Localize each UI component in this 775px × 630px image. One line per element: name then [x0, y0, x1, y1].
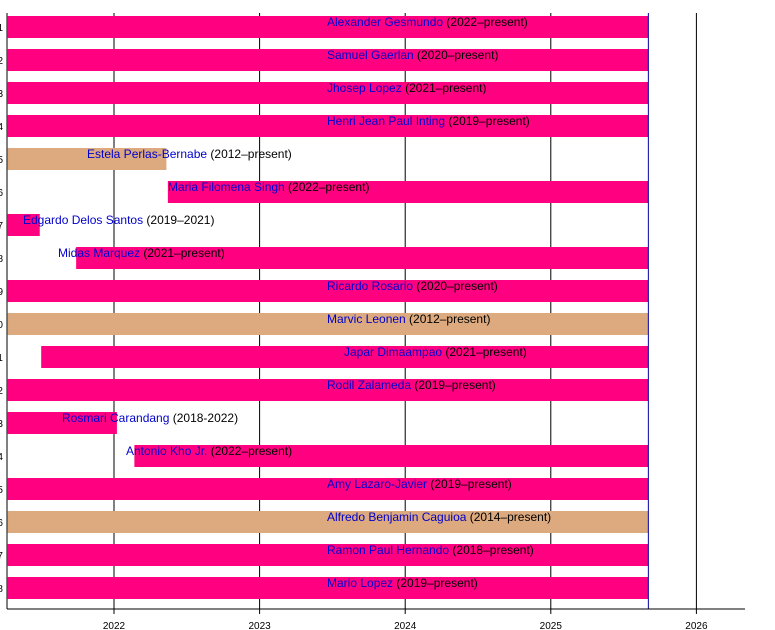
tenure-bar	[7, 115, 649, 137]
tenure-years: (2019–present)	[393, 576, 478, 590]
row-label: 10	[0, 320, 3, 331]
x-tick-label: 2026	[685, 621, 708, 630]
row-label: 17	[0, 551, 3, 562]
row-label: 16	[0, 518, 3, 529]
justice-name[interactable]: Maria Filomena Singh	[168, 180, 285, 194]
row-label: 11	[0, 353, 3, 364]
tenure-years: (2018–present)	[449, 543, 534, 557]
justice-name[interactable]: Marvic Leonen	[327, 312, 406, 326]
bar-label: Rodil Zalameda (2019–present)	[327, 378, 496, 392]
bar-label: Rosmari Carandang (2018-2022)	[62, 411, 238, 425]
row-label: 18	[0, 584, 3, 595]
tenure-years: (2019–present)	[411, 378, 496, 392]
tenure-bar	[7, 478, 649, 500]
tenure-bar	[7, 49, 649, 71]
tenure-bar	[167, 181, 649, 203]
tenure-years: (2022–present)	[207, 444, 292, 458]
row-label: 1	[0, 23, 3, 34]
tenure-years: (2022–present)	[443, 15, 528, 29]
justice-name[interactable]: Japar Dimaampao	[344, 345, 442, 359]
bar-label: Henri Jean Paul Inting (2019–present)	[327, 114, 530, 128]
justice-name[interactable]: Rosmari Carandang	[62, 411, 169, 425]
justice-name[interactable]: Edgardo Delos Santos	[23, 213, 143, 227]
bar-label: Mario Lopez (2019–present)	[327, 576, 478, 590]
row-label: 6	[0, 188, 3, 199]
row-label: 2	[0, 56, 3, 67]
bar-label: Ricardo Rosario (2020–present)	[327, 279, 498, 293]
justice-name[interactable]: Alexander Gesmundo	[327, 15, 443, 29]
row-label: 3	[0, 89, 3, 100]
bar-label: Alfredo Benjamin Caguioa (2014–present)	[327, 510, 551, 524]
tenure-years: (2022–present)	[285, 180, 370, 194]
row-label: 8	[0, 254, 3, 265]
tenure-bar	[7, 577, 649, 599]
justice-name[interactable]: Rodil Zalameda	[327, 378, 411, 392]
tenure-years: (2019–present)	[427, 477, 512, 491]
bar-label: Edgardo Delos Santos (2019–2021)	[23, 213, 214, 227]
justice-name[interactable]: Samuel Gaerlan	[327, 48, 414, 62]
tenure-bar	[7, 313, 649, 335]
x-tick-label: 2024	[394, 621, 417, 630]
row-label: 9	[0, 287, 3, 298]
row-label: 4	[0, 122, 3, 133]
x-tick-label: 2022	[103, 621, 126, 630]
bar-label: Maria Filomena Singh (2022–present)	[168, 180, 369, 194]
row-label: 12	[0, 386, 3, 397]
justice-name[interactable]: Amy Lazaro-Javier	[327, 477, 427, 491]
justice-name[interactable]: Ricardo Rosario	[327, 279, 413, 293]
justice-name[interactable]: Henri Jean Paul Inting	[327, 114, 445, 128]
row-label: 15	[0, 485, 3, 496]
x-tick-label: 2023	[248, 621, 271, 630]
row-label: 13	[0, 419, 3, 430]
tenure-years: (2018-2022)	[169, 411, 238, 425]
tenure-bar	[7, 214, 40, 236]
justice-name[interactable]: Mario Lopez	[327, 576, 393, 590]
justice-name[interactable]: Jhosep Lopez	[327, 81, 402, 95]
tenure-years: (2021–present)	[442, 345, 527, 359]
bar-label: Estela Perlas-Bernabe (2012–present)	[87, 147, 292, 161]
justice-name[interactable]: Antonio Kho Jr.	[126, 444, 207, 458]
justice-name[interactable]: Ramon Paul Hernando	[327, 543, 449, 557]
bar-label: Antonio Kho Jr. (2022–present)	[126, 444, 292, 458]
x-tick-label: 2025	[540, 621, 563, 630]
tenure-bar	[7, 148, 167, 170]
tenure-bar	[7, 280, 649, 302]
bar-label: Samuel Gaerlan (2020–present)	[327, 48, 498, 62]
tenure-bar	[76, 247, 649, 269]
tenure-years: (2012–present)	[207, 147, 292, 161]
bar-label: Ramon Paul Hernando (2018–present)	[327, 543, 534, 557]
tenure-bar	[7, 16, 649, 38]
tenure-bar	[7, 412, 117, 434]
row-label: 14	[0, 452, 3, 463]
tenure-years: (2020–present)	[414, 48, 499, 62]
tenure-bar	[7, 379, 649, 401]
tenure-bar	[41, 346, 649, 368]
tenure-years: (2020–present)	[413, 279, 498, 293]
bar-label: Midas Marquez (2021–present)	[58, 246, 225, 260]
tenure-years: (2021–present)	[402, 81, 487, 95]
tenure-years: (2019–present)	[445, 114, 530, 128]
bar-label: Japar Dimaampao (2021–present)	[344, 345, 527, 359]
tenure-years: (2012–present)	[406, 312, 491, 326]
tenure-years: (2019–2021)	[143, 213, 214, 227]
tenure-years: (2014–present)	[466, 510, 551, 524]
tenure-bar	[7, 544, 649, 566]
bar-label: Amy Lazaro-Javier (2019–present)	[327, 477, 512, 491]
row-label: 7	[0, 221, 3, 232]
bar-label: Marvic Leonen (2012–present)	[327, 312, 490, 326]
tenure-bar	[7, 511, 649, 533]
tenure-bar	[7, 82, 649, 104]
bar-label: Alexander Gesmundo (2022–present)	[327, 15, 528, 29]
tenure-bar	[134, 445, 649, 467]
justice-name[interactable]: Estela Perlas-Bernabe	[87, 147, 207, 161]
justice-name[interactable]: Midas Marquez	[58, 246, 140, 260]
tenure-years: (2021–present)	[140, 246, 225, 260]
justice-name[interactable]: Alfredo Benjamin Caguioa	[327, 510, 467, 524]
row-label: 5	[0, 155, 3, 166]
bar-label: Jhosep Lopez (2021–present)	[327, 81, 486, 95]
